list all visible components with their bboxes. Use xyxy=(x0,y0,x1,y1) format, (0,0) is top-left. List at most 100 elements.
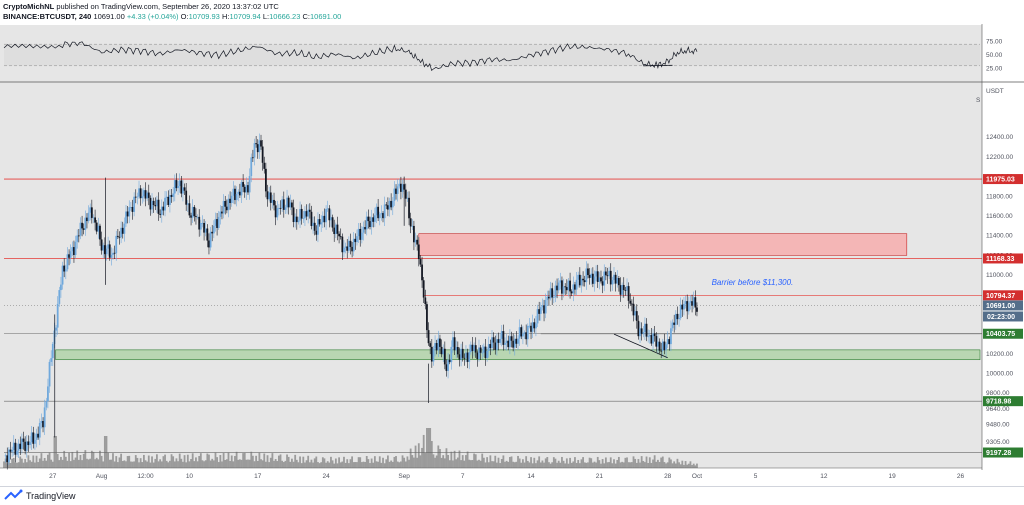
volume-bar xyxy=(686,464,689,468)
candle-body xyxy=(370,217,373,228)
volume-bar xyxy=(100,455,103,468)
candle-body xyxy=(539,307,542,314)
candle-body xyxy=(312,222,314,226)
volume-bar xyxy=(219,455,222,468)
price-chart[interactable]: Barrier before $11,300. 25.00 50.00 75.00 U… xyxy=(0,24,1024,486)
volume-bar xyxy=(635,462,638,468)
candle-body xyxy=(128,207,131,217)
candle-body xyxy=(69,251,72,258)
candle-body xyxy=(320,222,323,225)
volume-bar xyxy=(443,458,446,468)
volume-bar xyxy=(279,454,282,468)
candle-body xyxy=(147,192,150,198)
tradingview-logo-icon xyxy=(4,489,23,500)
volume-bar xyxy=(50,459,53,468)
candle-body xyxy=(408,197,410,219)
candle-body xyxy=(321,215,324,223)
volume-bar xyxy=(237,459,240,468)
candle-body xyxy=(341,236,344,253)
volume-bar xyxy=(89,458,92,468)
volume-bar xyxy=(640,456,643,468)
candle-body xyxy=(100,239,103,251)
publish-line: CryptoMichNL published on TradingView.co… xyxy=(3,2,279,12)
candle-body xyxy=(266,191,269,200)
volume-bar xyxy=(17,462,20,468)
volume-bar xyxy=(435,455,438,468)
level-price-tag-bg xyxy=(983,447,1023,458)
volume-bar xyxy=(3,461,5,468)
volume-bar xyxy=(476,460,479,468)
candle-body xyxy=(305,211,308,217)
candle-body xyxy=(94,217,96,223)
candle-body xyxy=(167,196,170,205)
candle-body xyxy=(474,345,477,353)
volume-bar xyxy=(77,459,80,468)
volume-bar xyxy=(341,461,344,468)
volume-bar xyxy=(203,461,205,468)
candle-body xyxy=(611,280,614,285)
symbol-label: BINANCE:BTCUSDT, 240 xyxy=(3,12,92,21)
candle-body xyxy=(19,443,22,449)
candle-body xyxy=(129,207,132,208)
candle-body xyxy=(513,338,516,348)
x-tick-label: 14 xyxy=(527,473,535,480)
volume-bar xyxy=(281,460,284,468)
candle-body xyxy=(442,348,445,355)
chart-header: CryptoMichNL published on TradingView.co… xyxy=(0,0,1024,24)
volume-bar xyxy=(320,462,323,468)
candle-body xyxy=(439,338,441,347)
candle-body xyxy=(71,247,74,252)
volume-bar xyxy=(422,434,425,468)
candle-body xyxy=(142,190,145,197)
candle-body xyxy=(180,180,183,194)
candle-body xyxy=(473,345,476,351)
volume-bar xyxy=(382,457,384,468)
volume-bar xyxy=(180,458,183,468)
candle-body xyxy=(256,144,259,153)
volume-bar xyxy=(585,462,588,468)
candle-body xyxy=(237,191,240,194)
volume-bar xyxy=(76,450,79,468)
volume-bar xyxy=(74,457,77,468)
volume-bar xyxy=(546,456,549,468)
candle-body xyxy=(369,221,371,228)
candle-body xyxy=(660,350,663,352)
volume-bar xyxy=(552,457,555,468)
candle-body xyxy=(229,198,232,204)
x-tick-label: 7 xyxy=(461,473,465,480)
candle-body xyxy=(195,216,197,217)
close-value: 10691.00 xyxy=(310,12,342,21)
volume-bar xyxy=(121,461,124,468)
candle-body xyxy=(531,322,534,332)
volume-bar xyxy=(396,461,399,468)
candle-body xyxy=(466,352,469,362)
volume-bar xyxy=(22,462,25,468)
volume-bar xyxy=(403,457,406,468)
candle-body xyxy=(416,239,419,245)
candle-body xyxy=(89,207,92,213)
volume-bar xyxy=(183,455,186,468)
x-tick-label: 27 xyxy=(49,473,57,480)
volume-bar xyxy=(375,461,378,468)
volume-bar xyxy=(364,462,367,468)
candle-body xyxy=(603,271,606,286)
candle-body xyxy=(362,227,365,233)
volume-bar xyxy=(323,458,326,468)
volume-bar xyxy=(465,455,467,468)
candle-body xyxy=(512,340,515,348)
level-price-tag: 10794.37 xyxy=(986,293,1015,300)
volume-bar xyxy=(468,459,471,468)
volume-bar xyxy=(569,457,571,468)
candle-body xyxy=(185,190,188,205)
candle-body xyxy=(38,422,41,438)
candle-body xyxy=(515,338,518,344)
volume-bar xyxy=(151,456,153,468)
candle-body xyxy=(138,188,140,197)
candle-body xyxy=(352,238,355,252)
volume-bar xyxy=(634,458,637,468)
candle-body xyxy=(530,325,532,332)
volume-bar xyxy=(156,454,158,468)
candle-body xyxy=(373,215,376,222)
candle-body xyxy=(274,205,277,218)
volume-bar xyxy=(260,459,262,468)
